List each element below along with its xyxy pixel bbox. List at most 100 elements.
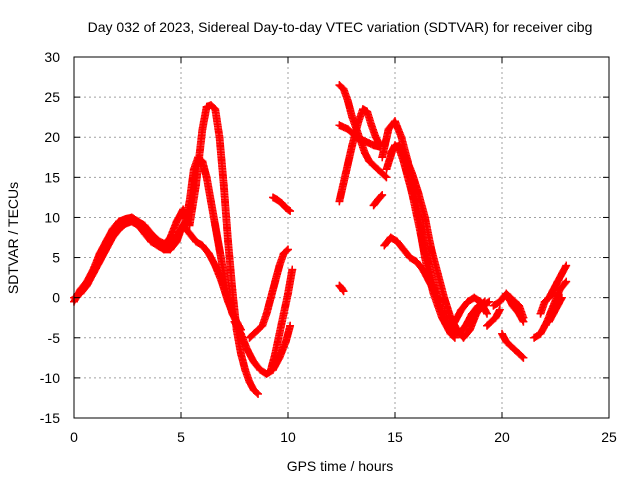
x-tick-label: 10 [280,429,296,445]
data-point [172,217,181,226]
data-point [393,237,402,246]
data-point [412,257,421,266]
data-point [219,181,228,190]
data-point [380,241,389,250]
chart-title: Day 032 of 2023, Sidereal Day-to-day VTE… [88,19,593,35]
data-point [281,337,290,346]
data-point [438,313,446,322]
plot-frame [73,56,610,419]
data-point [446,313,455,322]
y-tick-label: 5 [52,250,60,266]
x-tick-label: 25 [601,429,617,445]
data-point [476,297,485,306]
series-trace-g [266,265,297,374]
data-point [433,269,442,278]
data-point [367,121,376,130]
data-point [386,233,395,242]
data-point [262,309,271,318]
data-point [202,102,211,111]
data-point [155,237,164,246]
x-tick-label: 0 [70,429,78,445]
data-point [444,325,453,334]
data-point [489,301,498,310]
data-point [453,325,461,334]
data-point [271,277,280,286]
data-point [502,337,511,346]
series-trace-r [483,305,504,330]
data-point [373,165,382,174]
data-point [369,201,378,210]
data-point [483,321,491,330]
data-point [224,297,232,306]
data-point [181,217,190,226]
data-point [102,245,110,254]
data-point [288,265,297,274]
data-point [545,317,553,326]
data-point [382,173,391,182]
data-point [256,365,265,374]
data-point [382,165,391,174]
data-point [271,349,280,358]
data-point [211,261,220,270]
series-trace-k [335,121,384,151]
data-point [335,81,344,89]
data-point [361,149,369,158]
data-point [279,309,288,318]
data-point [371,133,380,142]
data-point [431,289,440,298]
data-point [354,117,363,126]
series-trace-h [335,281,348,296]
data-point [262,369,271,378]
data-point [339,287,348,296]
data-point [485,297,494,306]
data-point [121,219,130,228]
series-trace-f [269,193,295,215]
data-point [519,353,528,362]
data-point [378,169,387,178]
x-tick-label: 5 [177,429,185,445]
data-point [414,189,423,198]
data-point [352,133,361,142]
x-tick-label: 15 [387,429,403,445]
data-point [243,345,252,354]
data-point [344,125,352,134]
data-point [553,301,562,310]
data-point [562,261,571,270]
data-point [384,125,393,134]
data-point [286,207,295,215]
data-point [369,161,378,170]
data-point [530,333,538,342]
data-point [425,277,434,286]
data-point [215,245,224,254]
data-point [466,325,474,334]
data-point [284,289,292,298]
data-point [115,225,123,234]
data-point [273,195,282,204]
data-point [335,121,344,130]
data-point [378,153,387,162]
series-trace-o [386,141,459,342]
x-axis-title: GPS time / hours [287,458,394,474]
data-point [558,269,566,278]
data-point [399,245,408,254]
data-point [361,137,369,146]
series-trace-x [545,293,566,326]
series-trace-e [245,245,292,342]
data-point [249,329,258,338]
data-point [555,285,564,294]
data-layer [70,81,571,398]
data-point [344,97,352,106]
data-point [515,301,524,310]
x-tick-label: 20 [494,429,510,445]
data-point [470,293,479,302]
data-point [269,193,277,202]
data-point [284,245,292,254]
data-point [463,297,472,306]
data-point [279,249,288,258]
data-point [224,237,232,246]
data-point [185,229,194,238]
data-point [495,305,504,314]
data-point [369,141,378,150]
data-point [391,141,399,150]
data-point [416,229,425,238]
